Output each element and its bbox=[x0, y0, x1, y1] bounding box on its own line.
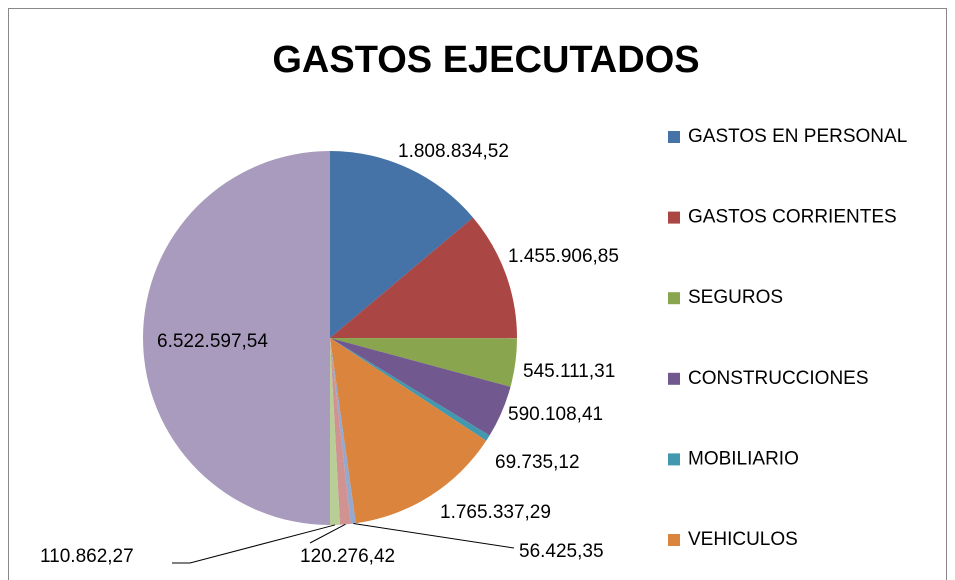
data-label: 69.735,12 bbox=[495, 452, 580, 473]
pie-slice bbox=[330, 338, 487, 524]
legend-label: SEGUROS bbox=[688, 287, 783, 308]
pie-slice bbox=[330, 338, 351, 525]
legend-swatch bbox=[668, 534, 680, 546]
legend-label: CONSTRUCCIONES bbox=[688, 368, 869, 389]
pie-slice bbox=[330, 338, 490, 441]
chart-title: GASTOS EJECUTADOS bbox=[272, 39, 699, 81]
pie-slice bbox=[143, 151, 330, 525]
legend-swatch bbox=[668, 292, 680, 305]
leader-line bbox=[353, 523, 515, 549]
pie-slice bbox=[330, 338, 356, 524]
data-label: 590.108,41 bbox=[508, 404, 603, 425]
pie-slice bbox=[330, 338, 511, 436]
leader-line bbox=[309, 523, 346, 544]
data-label: 6.522.597,54 bbox=[157, 331, 268, 352]
data-label: 56.425,35 bbox=[519, 541, 604, 562]
legend-label: GASTOS EN PERSONAL bbox=[688, 126, 907, 147]
pie-slice bbox=[330, 151, 474, 338]
pie-slice bbox=[330, 338, 340, 526]
data-label: 1.455.906,85 bbox=[508, 246, 619, 267]
data-label: 1.765.337,29 bbox=[440, 502, 551, 523]
data-label: 110.862,27 bbox=[40, 546, 134, 567]
legend-label: VEHICULOS bbox=[688, 529, 798, 550]
legend-swatch bbox=[668, 131, 680, 143]
data-label: 1.808.834,52 bbox=[398, 141, 509, 162]
legend-swatch bbox=[668, 372, 680, 385]
pie-slice bbox=[330, 217, 517, 339]
legend-label: MOBILIARIO bbox=[688, 448, 799, 469]
legend-swatch bbox=[668, 453, 680, 466]
pie-slice bbox=[330, 338, 517, 387]
data-label: 545.111,31 bbox=[523, 361, 615, 382]
leader-line bbox=[172, 524, 336, 564]
legend-label: GASTOS CORRIENTES bbox=[688, 207, 897, 228]
data-label: 120.276,42 bbox=[300, 546, 395, 567]
legend-swatch bbox=[668, 211, 680, 224]
